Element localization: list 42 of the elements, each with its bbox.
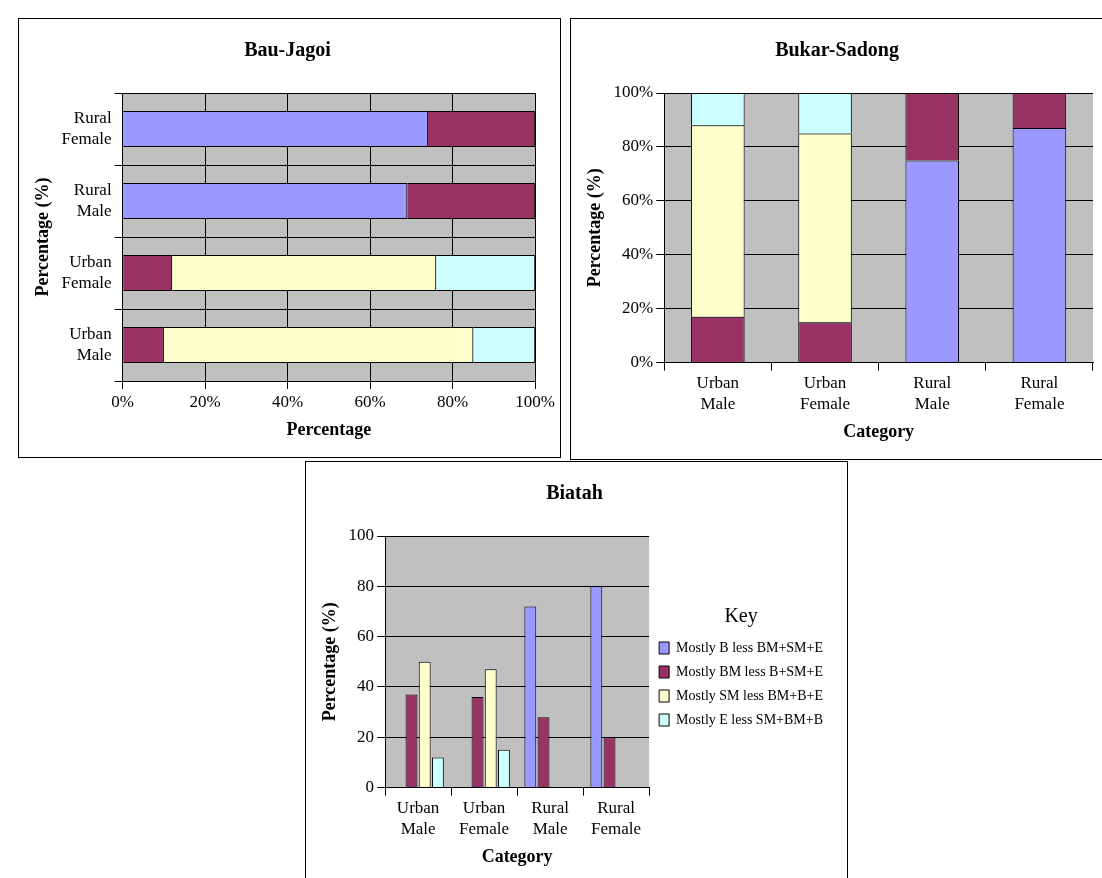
y-tick-label: Rural Female xyxy=(61,108,112,148)
chart-title: Bukar-Sadong xyxy=(775,38,899,62)
y-axis-title: Percentage (%) xyxy=(32,177,54,297)
y-tick-label: 60 xyxy=(357,626,375,646)
legend-title: Key xyxy=(724,604,758,628)
y-tick-label: 20% xyxy=(622,298,654,318)
y-tick-label: 80 xyxy=(357,575,375,595)
x-tick-label: 20% xyxy=(189,391,221,411)
y-tick-label: 100 xyxy=(348,525,375,545)
y-tick-label: Urban Female xyxy=(61,252,113,292)
x-tick-label: 0% xyxy=(111,391,134,411)
x-axis-title: Category xyxy=(843,420,915,441)
y-tick-label: 40% xyxy=(622,244,654,264)
x-tick-label: Urban Female xyxy=(800,373,851,413)
y-tick-label: 40 xyxy=(357,676,375,696)
y-axis-title: Percentage (%) xyxy=(584,168,606,288)
y-tick-label: Urban Male xyxy=(69,324,113,364)
legend-label: Mostly BM less B+SM+E xyxy=(676,663,824,679)
x-tick-label: Rural Male xyxy=(913,373,952,413)
x-tick-label: 40% xyxy=(272,391,304,411)
y-tick-label: 0 xyxy=(365,777,375,797)
x-tick-label: Urban Male xyxy=(396,798,440,838)
y-tick-label: Rural Male xyxy=(73,180,112,220)
legend-label: Mostly SM less BM+B+E xyxy=(676,687,824,703)
legend-label: Mostly B less BM+SM+E xyxy=(676,639,824,655)
x-tick-label: Rural Female xyxy=(1014,373,1065,413)
y-tick-label: 100% xyxy=(613,82,654,102)
x-tick-label: 100% xyxy=(515,391,556,411)
x-axis-title: Percentage xyxy=(286,418,372,439)
x-axis-title: Category xyxy=(481,845,553,866)
x-tick-label: Urban Male xyxy=(696,373,740,413)
y-tick-label: 60% xyxy=(622,190,654,210)
y-tick-label: 0% xyxy=(630,352,654,372)
chart-title: Bau-Jagoi xyxy=(244,38,332,62)
y-axis-title: Percentage (%) xyxy=(319,602,341,722)
legend-label: Mostly E less SM+BM+B xyxy=(676,711,824,727)
y-tick-label: 80% xyxy=(622,136,654,156)
x-tick-label: Urban Female xyxy=(459,798,510,838)
y-tick-label: 20 xyxy=(357,726,375,746)
chart-title: Biatah xyxy=(546,481,603,504)
x-tick-label: Rural Male xyxy=(531,798,570,838)
x-tick-label: 80% xyxy=(437,391,469,411)
